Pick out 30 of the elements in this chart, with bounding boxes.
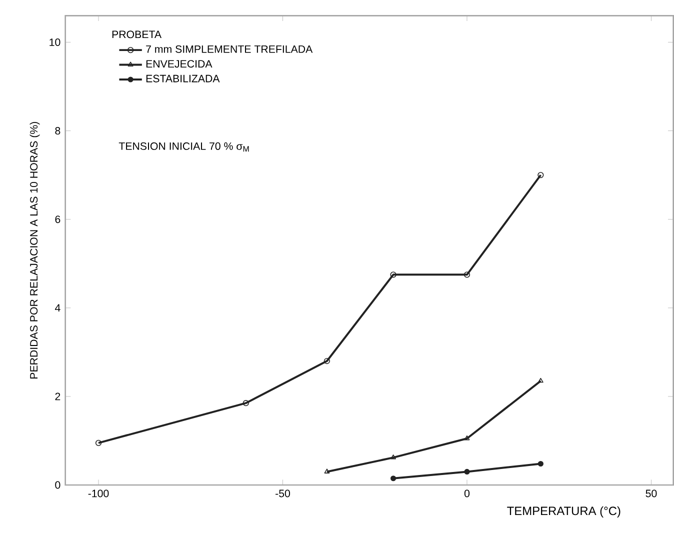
x-tick-label: 50 [646, 490, 657, 498]
y-tick-label: 2 [55, 392, 60, 400]
point [538, 460, 544, 467]
point [242, 400, 249, 406]
point [390, 476, 396, 482]
point [390, 454, 396, 460]
annotation: TENSION INICIAL 70 % σ$_{M}$ [118, 142, 249, 152]
legend-label: 7 mm SIMPLEMENTE TREFILADA [146, 45, 313, 53]
legend-label: ESTABILIZADA [146, 74, 220, 82]
point [324, 468, 330, 474]
point [95, 440, 102, 446]
x-tick-label: 0 [464, 490, 470, 498]
y-tick-label: 6 [55, 216, 60, 224]
point [464, 468, 470, 475]
y-tick-label: 10 [50, 38, 60, 46]
x-axis-title: TEMPERATURA (°C) [507, 506, 620, 518]
point [390, 272, 396, 278]
y-tick-label: 0 [55, 481, 60, 489]
y-tick-label: 8 [55, 127, 60, 135]
y-tick-label: 4 [54, 304, 60, 312]
x-tick-label: -100 [88, 490, 109, 498]
point [538, 172, 544, 178]
y-axis-title: PERDIDAS POR RELAJACION A LAS 10 HORAS (%) [30, 122, 40, 378]
legend-title: PROBETA [112, 30, 162, 38]
point [538, 378, 544, 383]
point [324, 358, 330, 364]
legend-label: ENVEJECIDA [146, 60, 212, 68]
x-tick-label: -50 [276, 490, 290, 498]
point [464, 435, 470, 440]
point [464, 272, 470, 278]
